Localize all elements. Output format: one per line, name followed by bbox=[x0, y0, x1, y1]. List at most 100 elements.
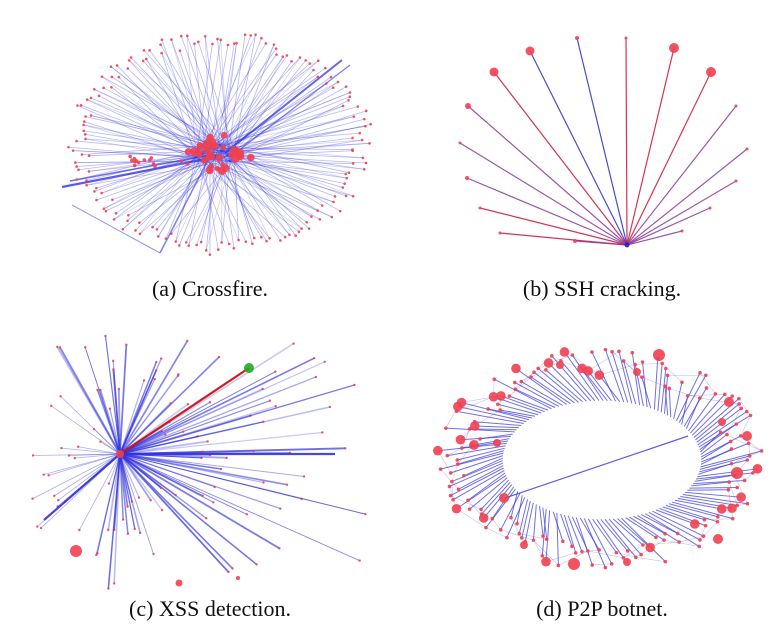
peer-edge bbox=[572, 354, 600, 376]
peer-node bbox=[541, 534, 545, 538]
peripheral-node bbox=[304, 59, 308, 62]
peer-edge bbox=[629, 516, 665, 541]
peer-node bbox=[478, 437, 482, 441]
heavy-edge bbox=[224, 59, 343, 154]
peer-node bbox=[438, 467, 443, 471]
graph-edge bbox=[229, 160, 347, 179]
panel-ssh-cracking bbox=[420, 5, 784, 275]
peer-edge bbox=[445, 427, 515, 433]
peer-edge bbox=[648, 511, 701, 541]
graph-edge bbox=[195, 43, 213, 158]
leaf-node bbox=[213, 485, 216, 489]
peer-edge bbox=[564, 351, 600, 401]
peripheral-node bbox=[208, 253, 212, 256]
peripheral-node bbox=[155, 228, 159, 231]
peer-edge bbox=[689, 487, 738, 489]
peer-node bbox=[621, 359, 626, 363]
peer-node bbox=[447, 484, 452, 489]
peripheral-node bbox=[75, 178, 79, 181]
peripheral-node bbox=[341, 104, 345, 108]
peripheral-node bbox=[324, 66, 327, 70]
peer-node bbox=[728, 439, 733, 444]
graph-edge bbox=[215, 43, 235, 158]
peer-node bbox=[745, 501, 750, 506]
graph-edge bbox=[107, 453, 121, 531]
graph-edge bbox=[119, 453, 264, 484]
peer-edge bbox=[608, 518, 642, 555]
graph-edge bbox=[186, 35, 197, 158]
hub-node bbox=[196, 142, 203, 149]
graph-edge bbox=[180, 35, 223, 152]
peer-node bbox=[680, 380, 684, 385]
peer-node bbox=[744, 409, 749, 414]
peer-edge bbox=[571, 354, 604, 401]
graph-edge bbox=[205, 57, 301, 162]
graph-edge bbox=[119, 453, 140, 498]
peer-node bbox=[444, 426, 448, 430]
peripheral-node bbox=[300, 227, 303, 230]
graph-edge bbox=[117, 388, 121, 455]
peer-node bbox=[639, 552, 643, 557]
peripheral-node bbox=[75, 139, 78, 143]
peer-edge bbox=[518, 499, 529, 534]
peripheral-node bbox=[204, 249, 208, 252]
peer-node bbox=[715, 520, 720, 524]
graph-edge bbox=[61, 447, 121, 455]
peripheral-node bbox=[110, 75, 114, 79]
leaf-node bbox=[104, 334, 107, 338]
peer-edge bbox=[655, 509, 695, 525]
peer-edge bbox=[604, 349, 625, 403]
peripheral-node bbox=[336, 80, 340, 84]
peer-edge bbox=[644, 513, 700, 547]
peer-edge bbox=[668, 503, 718, 518]
hub-node bbox=[132, 163, 137, 168]
peer-node bbox=[748, 413, 753, 418]
graph-edge bbox=[119, 431, 323, 455]
peer-edge bbox=[600, 519, 629, 552]
peripheral-node bbox=[347, 171, 351, 175]
graph-edge bbox=[119, 344, 128, 455]
leaf-node bbox=[56, 499, 60, 502]
peer-node bbox=[559, 347, 570, 357]
peer-node bbox=[529, 375, 533, 379]
peer-node bbox=[479, 507, 483, 512]
peripheral-node bbox=[114, 212, 118, 215]
graph-edge bbox=[119, 361, 325, 455]
peer-edge bbox=[671, 501, 733, 520]
graph-edge bbox=[209, 44, 229, 149]
peripheral-node bbox=[174, 240, 178, 243]
graph-edge bbox=[221, 55, 288, 152]
peripheral-node bbox=[279, 239, 282, 242]
graph-edge bbox=[101, 76, 203, 154]
graph-edge bbox=[229, 57, 301, 162]
peer-node bbox=[727, 480, 731, 484]
peer-node bbox=[511, 363, 521, 374]
leaf-node bbox=[155, 360, 158, 364]
leaf-node bbox=[60, 446, 63, 450]
graph-edge bbox=[119, 373, 179, 455]
peer-node bbox=[456, 462, 460, 466]
graph-edge bbox=[201, 39, 222, 154]
peer-node bbox=[451, 498, 455, 502]
peer-edge bbox=[596, 519, 624, 559]
peripheral-node bbox=[288, 233, 291, 237]
peer-edge bbox=[635, 363, 663, 365]
peripheral-node bbox=[151, 225, 154, 229]
peripheral-node bbox=[87, 170, 91, 173]
peer-node bbox=[568, 558, 580, 570]
leaf-node bbox=[78, 528, 81, 532]
peer-node bbox=[752, 464, 763, 474]
peripheral-node bbox=[75, 165, 78, 168]
graph-edge bbox=[229, 160, 334, 203]
peer-node bbox=[519, 536, 524, 540]
peripheral-node bbox=[364, 124, 367, 128]
hub-node bbox=[184, 148, 192, 156]
peer-node bbox=[698, 538, 702, 542]
peer-node bbox=[614, 550, 619, 555]
peripheral-node bbox=[199, 240, 203, 244]
peer-edge bbox=[612, 518, 644, 546]
peripheral-node bbox=[89, 96, 93, 100]
peer-edge bbox=[560, 360, 596, 402]
attacker-node bbox=[734, 179, 738, 183]
peer-edge bbox=[699, 525, 706, 541]
